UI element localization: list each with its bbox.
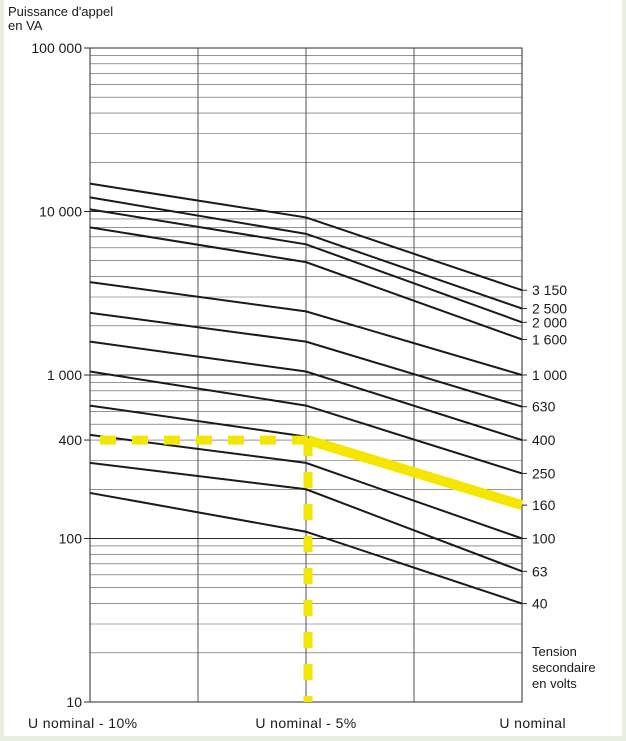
right-axis-title: en volts — [532, 676, 577, 691]
y-tick-label: 1 000 — [47, 367, 82, 383]
right-axis-title: secondaire — [532, 660, 596, 675]
right-axis-title: Tension — [532, 644, 577, 659]
series-label: 1 000 — [532, 367, 567, 383]
series-line — [89, 370, 523, 475]
series-label: 400 — [532, 432, 556, 448]
x-tick-label: U nominal - 5% — [255, 715, 356, 731]
series-line — [89, 461, 523, 573]
y-tick-label: 100 — [59, 531, 83, 547]
series-line — [89, 311, 523, 408]
series-label: 250 — [532, 465, 556, 481]
series-label: 100 — [532, 531, 556, 547]
series-line — [89, 208, 523, 324]
series-line — [89, 226, 523, 341]
series-label: 160 — [532, 497, 556, 513]
y-tick-label: 400 — [59, 432, 83, 448]
y-tick-label: 100 000 — [31, 40, 82, 56]
series-label: 63 — [532, 563, 548, 579]
series-line — [89, 182, 523, 292]
x-tick-label: U nominal - 10% — [28, 715, 138, 731]
y-axis-title: en VA — [8, 18, 43, 33]
highlight — [100, 435, 524, 702]
series-label: 1 600 — [532, 331, 567, 347]
series-line — [89, 433, 523, 540]
series-label: 2 000 — [532, 314, 567, 330]
y-tick-label: 10 — [66, 694, 82, 710]
series-label: 3 150 — [532, 282, 567, 298]
series-line — [89, 491, 523, 605]
series-label: 40 — [532, 596, 548, 612]
x-tick-label: U nominal — [499, 715, 566, 731]
series-line — [89, 196, 523, 310]
series-label: 2 500 — [532, 301, 567, 317]
series-label: 630 — [532, 399, 556, 415]
series-line — [89, 340, 523, 442]
highlight-curve-segment — [306, 435, 524, 510]
series-lines — [89, 182, 523, 605]
series-line — [89, 281, 523, 376]
y-axis-title: Puissance d'appel — [8, 4, 113, 19]
y-tick-label: 10 000 — [39, 204, 82, 220]
